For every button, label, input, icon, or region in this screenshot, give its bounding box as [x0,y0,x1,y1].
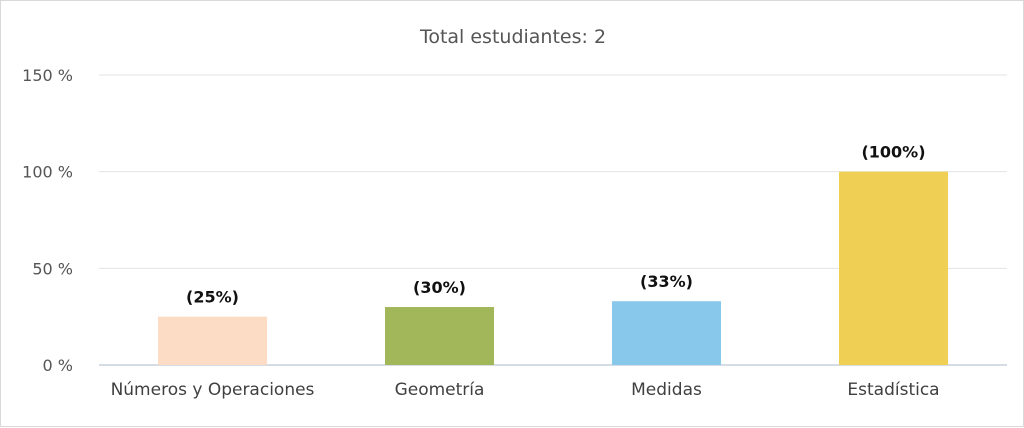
bar [612,301,721,365]
x-tick-label: Geometría [395,380,485,400]
x-tick-label: Números y Operaciones [111,380,315,400]
bar [385,307,494,365]
bar [158,316,267,365]
data-labels: (25%) (30%) (33%) (100%) [186,143,925,307]
y-tick-label: 50 % [32,259,73,278]
data-label: (100%) [861,143,925,162]
y-axis-ticks: 0 % 50 % 100 % 150 % [22,66,73,375]
bar [839,171,948,365]
data-label: (25%) [186,288,239,307]
y-tick-label: 100 % [22,163,73,182]
y-tick-label: 150 % [22,66,73,85]
x-tick-label: Estadística [847,380,939,400]
y-tick-label: 0 % [43,356,73,375]
x-axis-ticks: Números y Operaciones Geometría Medidas Est… [111,380,940,400]
x-tick-label: Medidas [631,380,702,400]
bars [158,171,948,365]
chart-title: Total estudiantes: 2 [419,26,606,48]
data-label: (30%) [413,278,466,297]
data-label: (33%) [640,272,693,291]
